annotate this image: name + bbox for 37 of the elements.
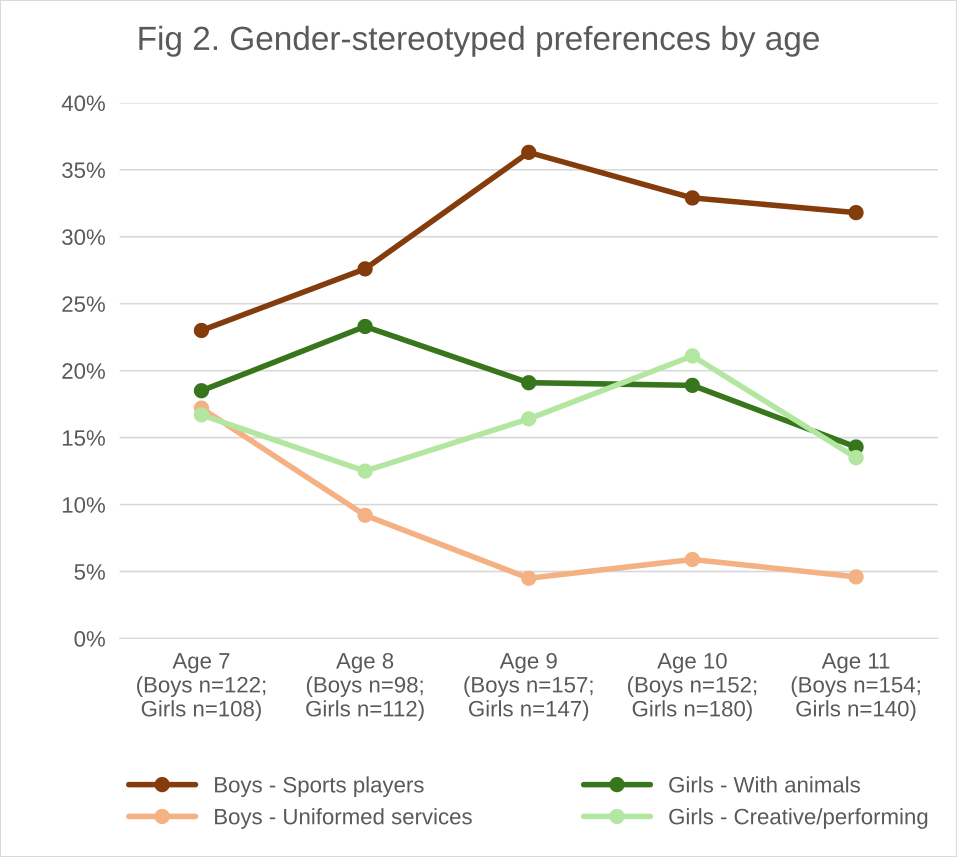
legend-label: Girls - Creative/performing bbox=[669, 808, 928, 829]
y-tick-label: 0% bbox=[74, 631, 105, 647]
x-tick-label: Age 9 (Boys n=157; Girls n=147) bbox=[464, 652, 593, 721]
y-tick-label: 10% bbox=[62, 497, 105, 513]
point bbox=[684, 552, 700, 568]
y-tick-label: 15% bbox=[62, 430, 105, 446]
y-tick-label: 30% bbox=[62, 229, 105, 246]
y-tick-label: 35% bbox=[62, 162, 105, 178]
point bbox=[684, 378, 700, 394]
x-tick-label: Age 8 (Boys n=98; Girls n=112) bbox=[306, 652, 424, 721]
point bbox=[521, 411, 536, 426]
point bbox=[357, 508, 373, 523]
y-tick-label: 25% bbox=[62, 296, 105, 312]
point bbox=[848, 450, 864, 466]
legend-label: Boys - Uniformed services bbox=[215, 808, 472, 829]
y-tick-label: 5% bbox=[74, 564, 105, 580]
point bbox=[357, 318, 373, 334]
point bbox=[357, 261, 373, 277]
x-tick-label: Age 7 (Boys n=122; Girls n=108) bbox=[137, 653, 266, 721]
point bbox=[848, 205, 864, 220]
y-tick-label: 40% bbox=[62, 95, 105, 112]
point bbox=[684, 348, 700, 364]
x-tick-label: Age 11 (Boys n=154; Girls n=140) bbox=[792, 653, 920, 721]
chart-title: Fig 2. Gender-stereotyped preferences by age bbox=[139, 26, 819, 57]
point bbox=[521, 570, 536, 586]
point bbox=[521, 375, 536, 390]
point bbox=[521, 144, 536, 160]
point bbox=[194, 407, 210, 422]
legend-label: Girls - With animals bbox=[669, 776, 860, 793]
x-tick-label: Age 10 (Boys n=152; Girls n=180) bbox=[628, 652, 756, 721]
point bbox=[848, 569, 864, 585]
y-tick-label: 20% bbox=[62, 363, 105, 379]
point bbox=[194, 322, 210, 338]
point bbox=[194, 383, 210, 398]
point bbox=[357, 463, 373, 479]
legend-label: Boys - Sports players bbox=[215, 776, 424, 798]
point bbox=[684, 190, 700, 206]
